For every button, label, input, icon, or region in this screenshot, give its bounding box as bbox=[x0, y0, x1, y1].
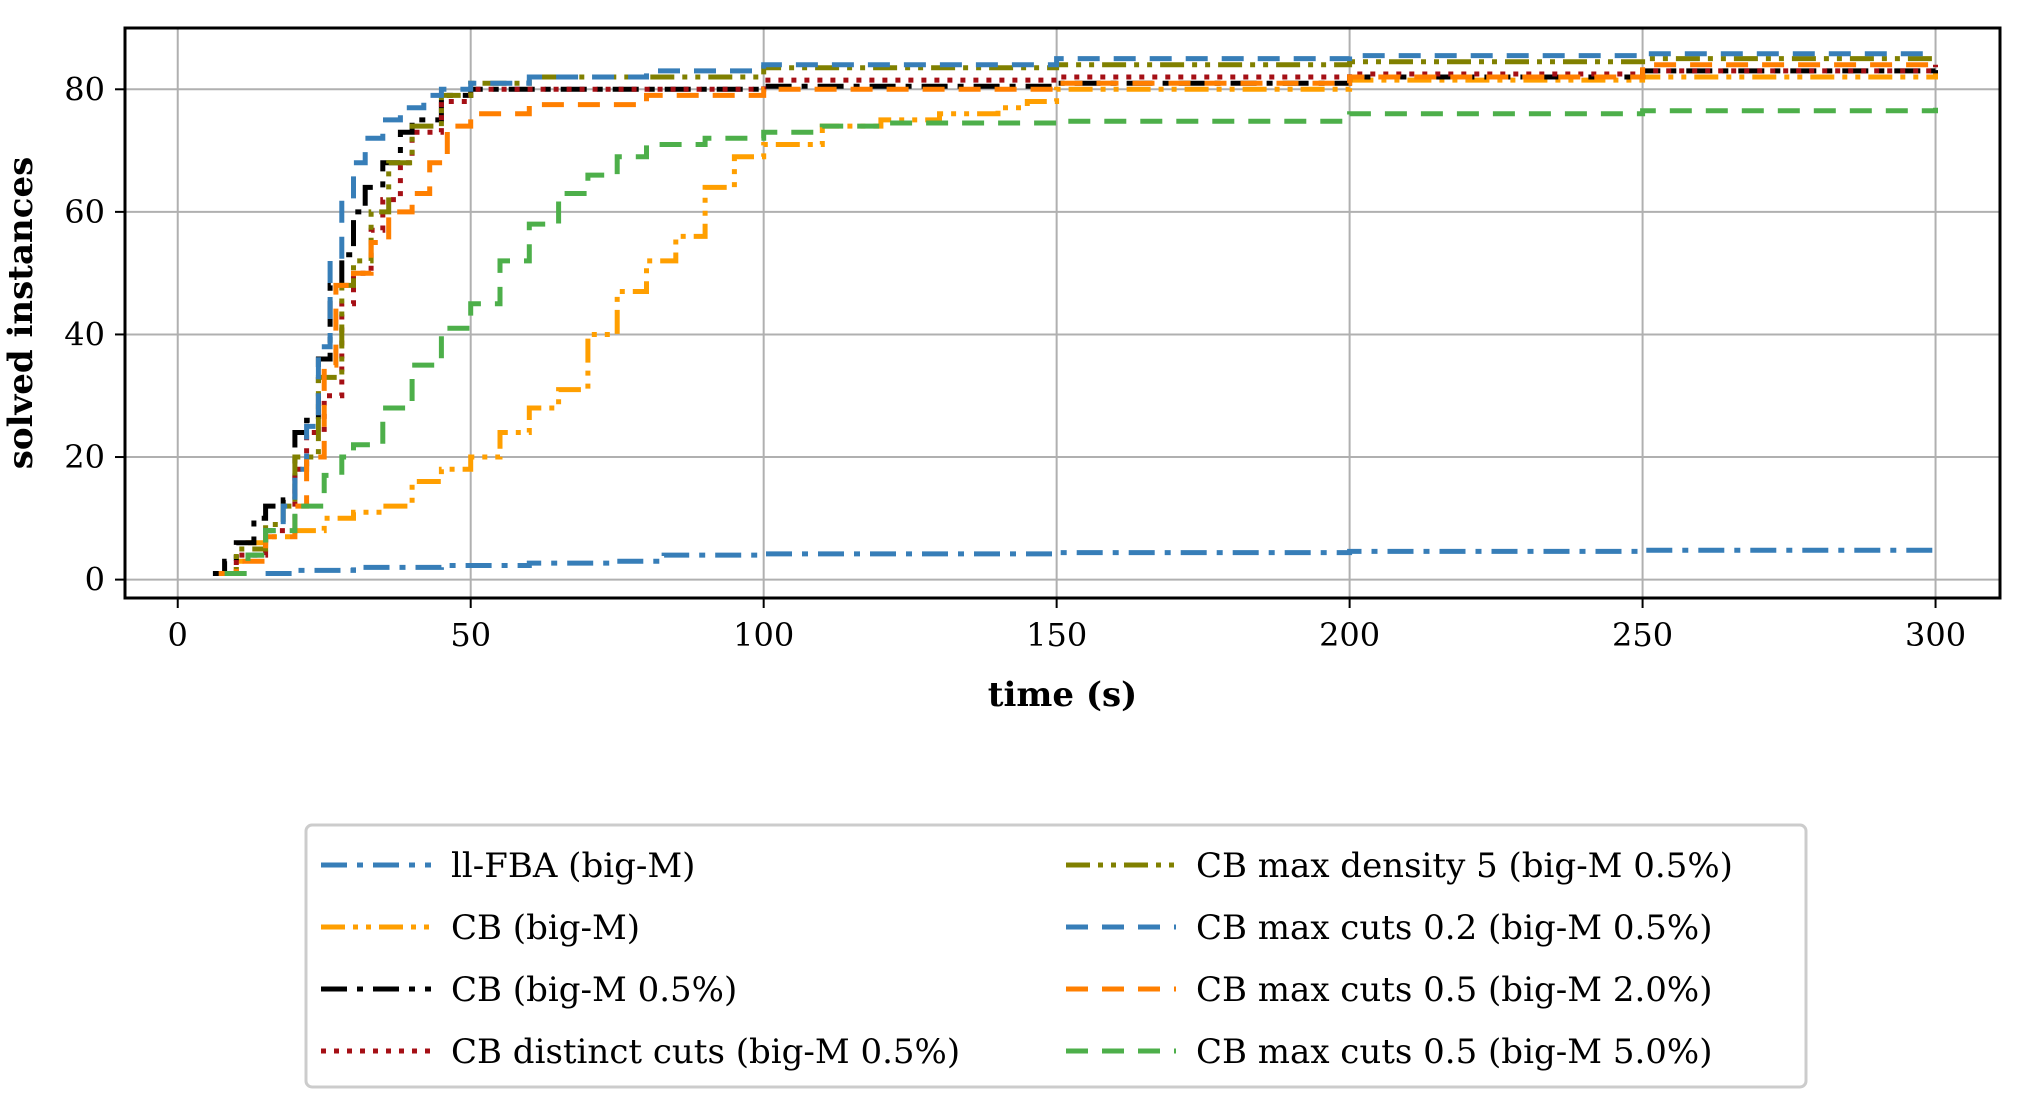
x-tick-label: 200 bbox=[1319, 616, 1380, 654]
x-tick-label: 100 bbox=[733, 616, 794, 654]
series-line-1 bbox=[265, 547, 1938, 576]
legend-label: CB (big-M) bbox=[451, 908, 640, 948]
legend-label: ll-FBA (big-M) bbox=[451, 846, 695, 886]
legend-label: CB max cuts 0.2 (big-M 0.5%) bbox=[1196, 908, 1712, 948]
legend-label: CB max cuts 0.5 (big-M 5.0%) bbox=[1196, 1032, 1712, 1072]
legend-label: CB distinct cuts (big-M 0.5%) bbox=[451, 1032, 960, 1072]
axis-ticks: 0 50 100 150 200 250 300 0 20 40 60 80 bbox=[64, 70, 1966, 654]
series-line-7 bbox=[218, 58, 1938, 576]
x-tick-label: 250 bbox=[1612, 616, 1673, 654]
x-axis-title: time (s) bbox=[988, 675, 1137, 715]
series-line-6 bbox=[224, 51, 1938, 576]
x-tick-label: 300 bbox=[1905, 616, 1966, 654]
y-tick-label: 80 bbox=[64, 70, 105, 108]
y-tick-label: 0 bbox=[85, 561, 105, 599]
series-line-8 bbox=[224, 107, 1938, 576]
grid-lines bbox=[125, 28, 2000, 598]
legend-label: CB (big-M 0.5%) bbox=[451, 970, 737, 1010]
legend: ll-FBA (big-M) CB (big-M) CB (big-M 0.5%) C… bbox=[304, 823, 1808, 1089]
x-tick-label: 0 bbox=[168, 616, 188, 654]
x-tick-label: 50 bbox=[450, 616, 491, 654]
series-line-4 bbox=[218, 64, 1938, 576]
series-layer bbox=[212, 51, 1938, 576]
y-tick-label: 40 bbox=[64, 315, 105, 353]
y-axis-title: solved instances bbox=[1, 157, 41, 469]
legend-label: CB max cuts 0.5 (big-M 2.0%) bbox=[1196, 970, 1712, 1010]
plot-frame bbox=[123, 26, 2002, 600]
series-line-2 bbox=[218, 70, 1938, 576]
series-line-5 bbox=[218, 56, 1936, 576]
y-tick-label: 20 bbox=[64, 438, 105, 476]
y-tick-label: 60 bbox=[64, 193, 105, 231]
legend-frame bbox=[304, 823, 1808, 1089]
series-line-3 bbox=[212, 64, 1938, 576]
x-tick-label: 150 bbox=[1026, 616, 1087, 654]
legend-label: CB max density 5 (big-M 0.5%) bbox=[1196, 846, 1733, 886]
